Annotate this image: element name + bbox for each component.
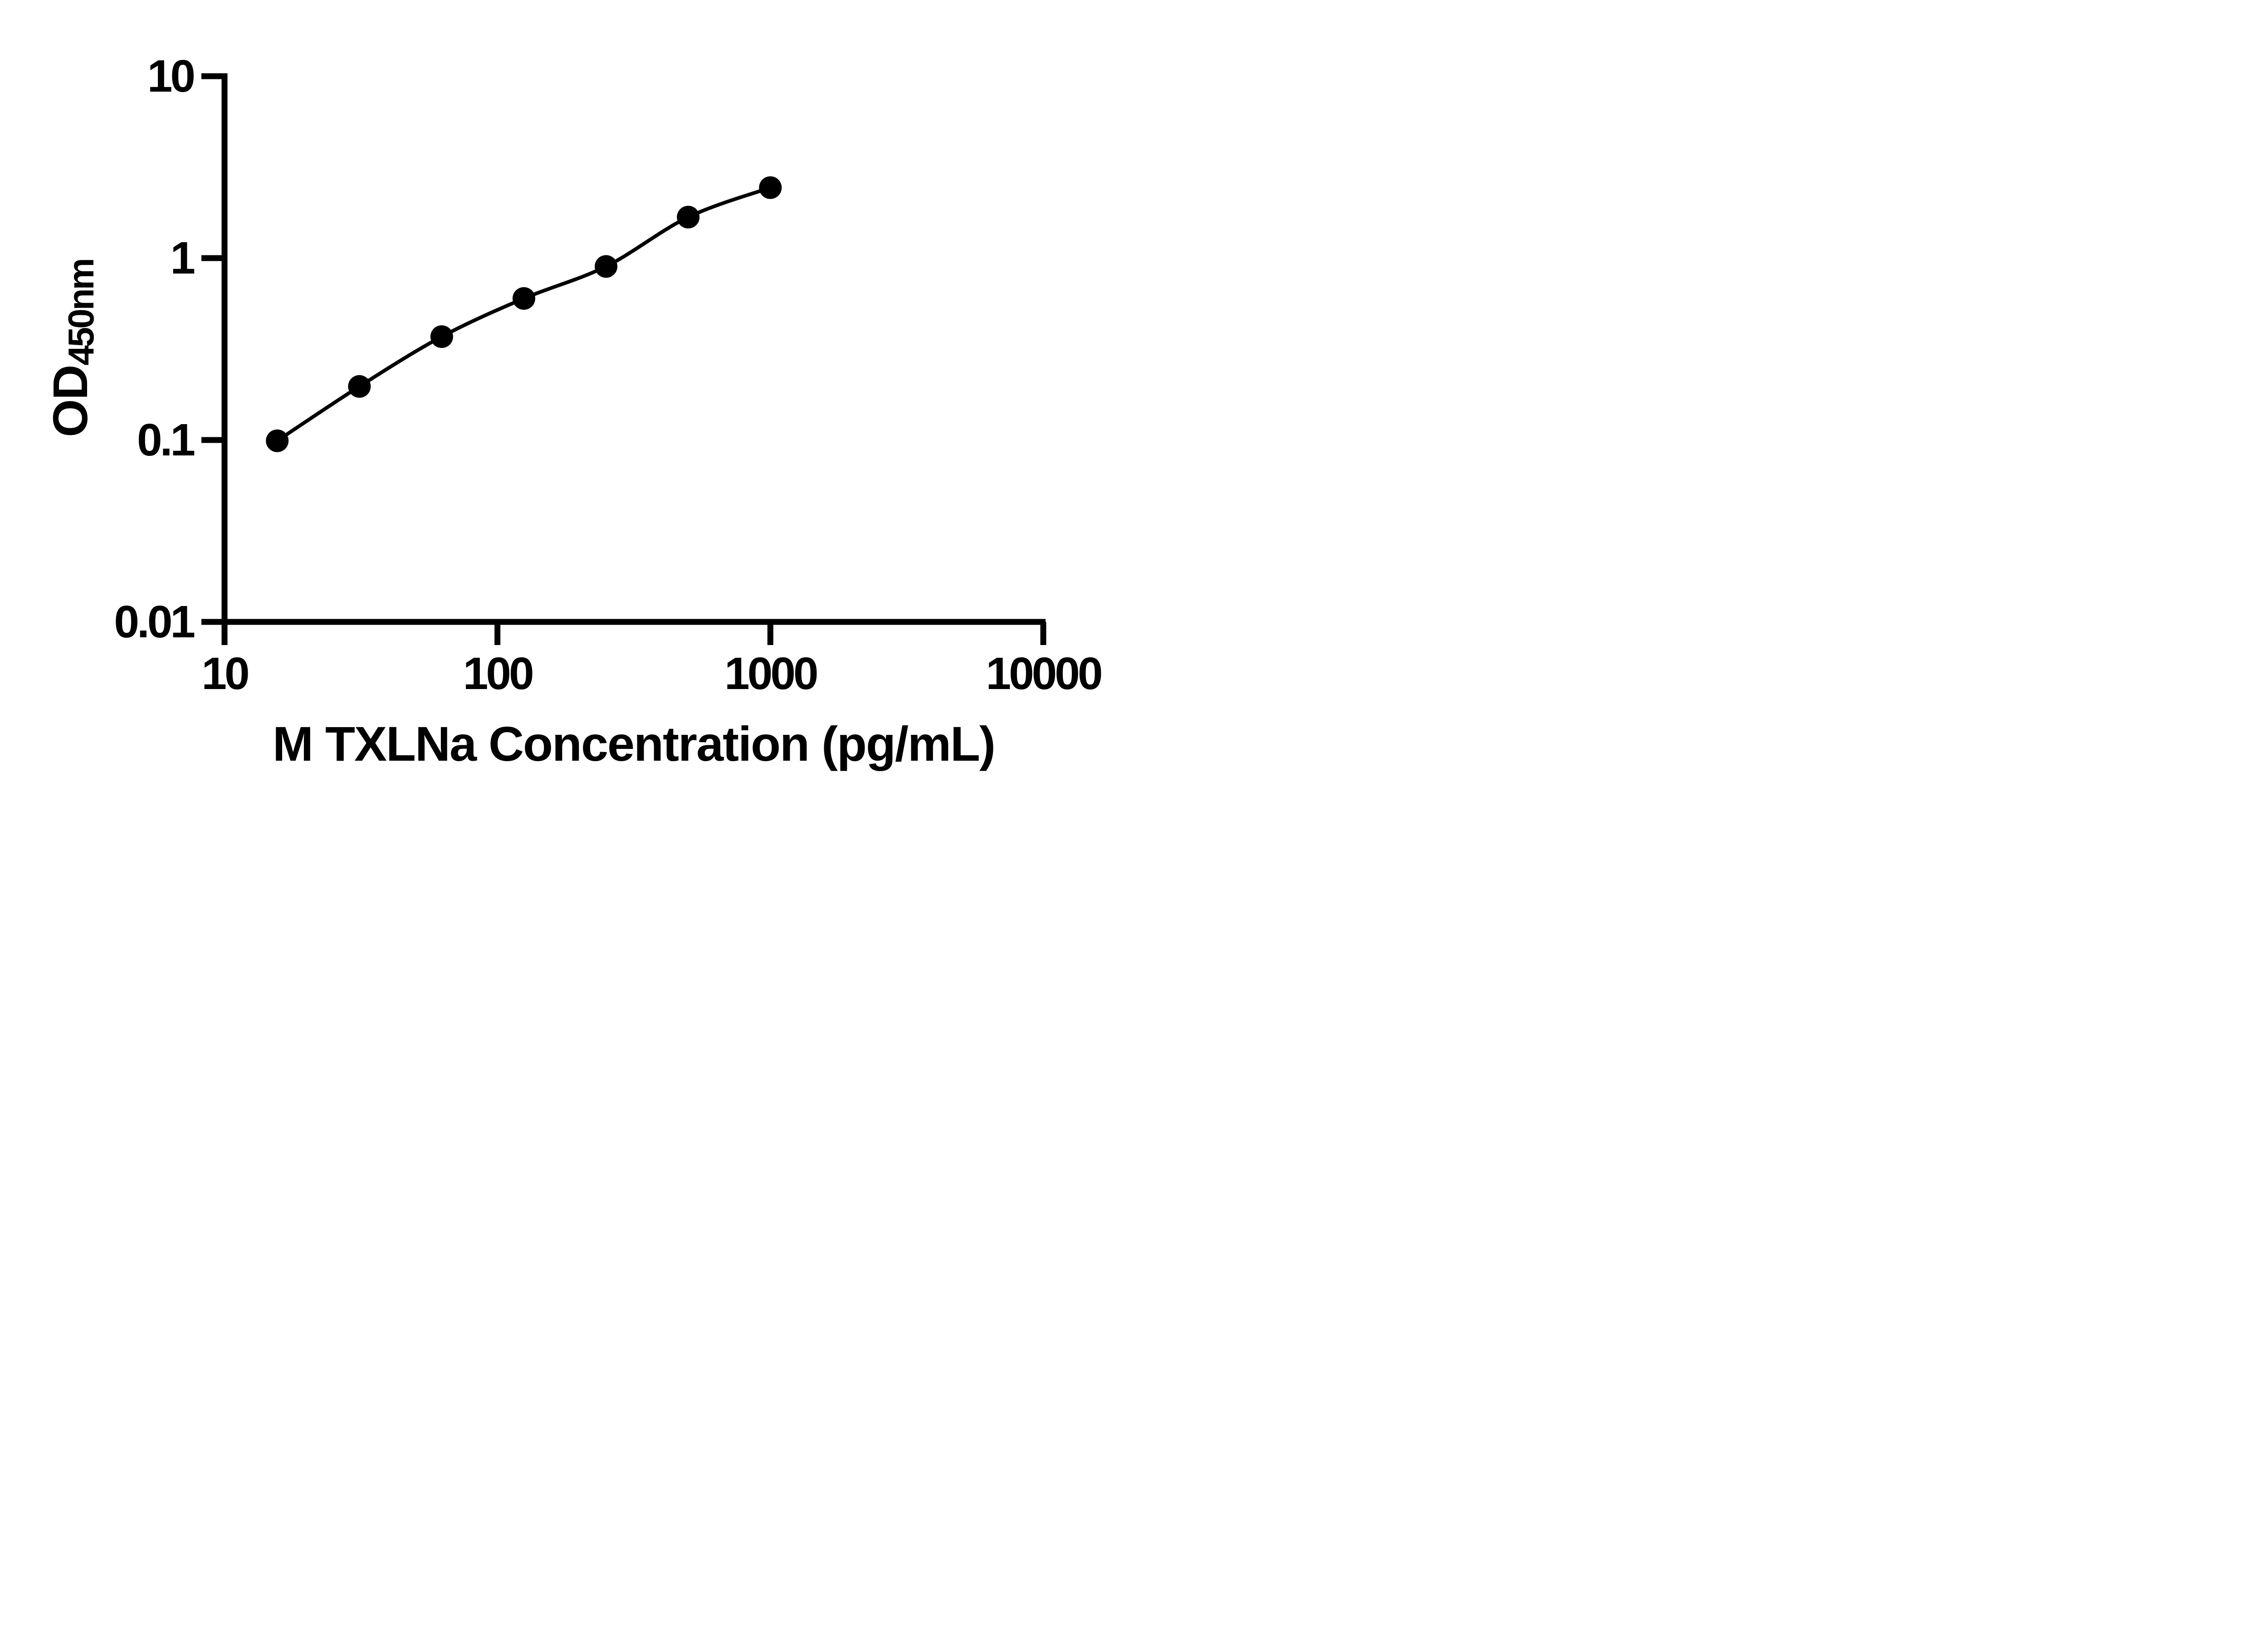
x-tick-label: 10000: [986, 648, 1103, 699]
y-axis-title-main: OD: [43, 365, 98, 437]
y-axis-title-subscript: 450nm: [61, 259, 101, 366]
y-tick-label: 0.01: [114, 596, 196, 647]
data-point: [677, 205, 700, 229]
data-point: [759, 176, 782, 199]
standard-curve-plot: [201, 73, 1046, 645]
x-tick-label: 10: [201, 648, 249, 699]
y-tick-label: 1: [170, 233, 196, 284]
x-axis-title: M TXLNa Concentration (pg/mL): [273, 716, 996, 771]
fit-curve-group: [275, 186, 772, 443]
figure-canvas: 10 1 0.1 0.01 10 100 1000 10000 M TXLNa Concen…: [0, 0, 1166, 816]
x-tick-label: 100: [463, 648, 534, 699]
data-point: [348, 375, 371, 398]
data-points-group: [266, 176, 782, 452]
data-point: [595, 255, 618, 278]
data-point: [512, 287, 535, 310]
axes-group: [201, 73, 1046, 645]
x-tick-label: 1000: [724, 648, 818, 699]
data-point: [430, 325, 453, 348]
y-axis-title: OD450nm: [34, 212, 107, 484]
y-tick-label: 10: [147, 51, 196, 102]
data-point: [266, 429, 289, 452]
fit-curve: [275, 186, 772, 443]
y-tick-label: 0.1: [137, 415, 196, 465]
